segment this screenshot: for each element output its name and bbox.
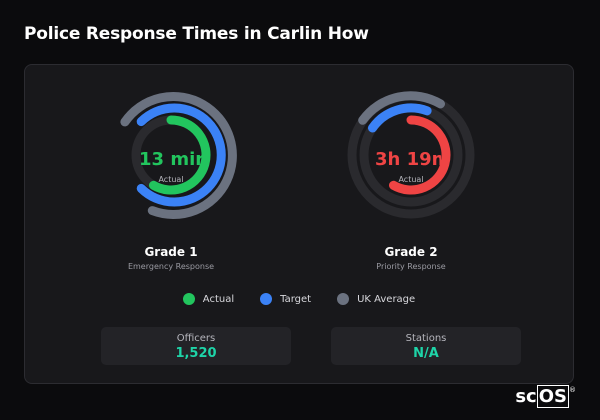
officers-stat: Officers 1,520 [101, 327, 291, 365]
grade-2-value-caption: Actual [398, 175, 424, 184]
response-times-card: 13 min Actual Grade 1 Emergency Response… [24, 64, 574, 384]
legend-item-uk-average: UK Average [337, 293, 415, 305]
officers-label: Officers [176, 333, 216, 344]
officers-value: 1,520 [175, 346, 217, 361]
target-ring [368, 103, 432, 133]
actual-ring [389, 115, 451, 195]
stations-label: Stations [405, 333, 447, 344]
grade-1-gauge [101, 85, 241, 225]
grade-1-title: Grade 1 [144, 245, 198, 259]
target-dot-icon [260, 293, 273, 305]
uk-average-ring [358, 91, 445, 125]
legend-item-actual: Actual [182, 293, 235, 305]
logo-boxed: OS [536, 385, 569, 408]
grade-2-label: Grade 2 Priority Response [341, 245, 481, 271]
legend-label: UK Average [357, 293, 416, 305]
legend: Actual Target UK Average [25, 293, 573, 305]
grade-2-value: 3h 19m [375, 149, 441, 170]
uk-average-ring [120, 92, 237, 219]
actual-ring [149, 115, 211, 195]
scos-logo: sc OS ® [515, 385, 576, 408]
stations-value: N/A [413, 346, 439, 361]
legend-item-target: Target [260, 293, 311, 305]
legend-label: Target [280, 293, 312, 305]
grade-1-label: Grade 1 Emergency Response [101, 245, 241, 271]
logo-mark: ® [569, 386, 576, 394]
grade-1-subtitle: Emergency Response [127, 262, 215, 271]
grade-1-value: 13 min [139, 149, 203, 170]
logo-prefix: sc [515, 386, 537, 407]
legend-label: Actual [202, 293, 235, 305]
actual-dot-icon [182, 293, 195, 305]
stations-stat: Stations N/A [331, 327, 521, 365]
uk-average-dot-icon [337, 293, 350, 305]
grade-1-value-caption: Actual [158, 175, 184, 184]
target-ring [136, 103, 226, 207]
page-title: Police Response Times in Carlin How [24, 24, 369, 44]
grade-2-gauge [341, 85, 481, 225]
grade-2-title: Grade 2 [384, 245, 438, 259]
grade-2-subtitle: Priority Response [376, 262, 446, 271]
